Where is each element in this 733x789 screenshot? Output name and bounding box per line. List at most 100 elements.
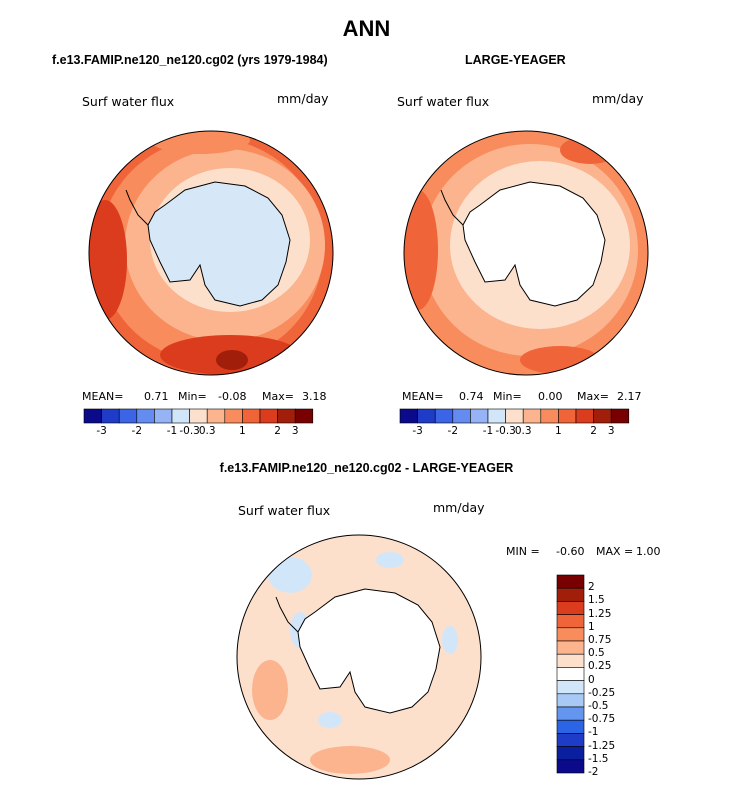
colorbar-tick-label: -0.3 (179, 425, 200, 437)
panel2-max-value: 2.17 (617, 390, 642, 403)
panel2-variable: Surf water flux (397, 94, 490, 109)
colorbar-swatch (556, 719, 585, 734)
difference-antarctica (297, 588, 441, 714)
colorbar-swatch (556, 759, 585, 774)
colorbar-swatch (136, 408, 155, 424)
colorbar-swatch (558, 408, 577, 424)
colorbar-tick-label: -0.5 (588, 700, 609, 712)
colorbar-tick-label: 0.3 (198, 425, 216, 437)
difference-variable: Surf water flux (238, 503, 331, 518)
colorbar-tick-label: -2 (588, 766, 599, 778)
panel2-colorbar (399, 408, 630, 424)
colorbar-swatch (540, 408, 559, 424)
panel1-variable: Surf water flux (82, 94, 175, 109)
panel1-max-label: Max= (262, 390, 294, 403)
panel2-units: mm/day (592, 91, 644, 106)
colorbar-swatch (610, 408, 630, 424)
colorbar-tick-label: -3 (96, 425, 107, 437)
colorbar-tick-label: 1 (588, 620, 595, 633)
colorbar-swatch (434, 408, 454, 424)
difference-map (237, 535, 481, 779)
colorbar-swatch (224, 408, 243, 424)
colorbar-swatch (556, 693, 585, 708)
colorbar-tick-label: -0.75 (588, 713, 616, 726)
colorbar-swatch (556, 653, 585, 668)
colorbar-swatch (83, 408, 102, 424)
difference-heading: f.e13.FAMIP.ne120_ne120.cg02 - LARGE-YEA… (219, 461, 514, 475)
colorbar-swatch (556, 706, 585, 721)
colorbar-tick-label: 0.25 (588, 660, 612, 673)
colorbar-tick-label: 1 (239, 425, 246, 437)
colorbar-swatch (277, 408, 296, 424)
colorbar-swatch (118, 408, 138, 424)
colorbar-swatch (452, 408, 471, 424)
colorbar-swatch (206, 408, 226, 424)
colorbar-tick-label: -1.25 (588, 739, 616, 752)
colorbar-tick-label: -1.5 (588, 752, 609, 765)
colorbar-tick-label: -0.3 (495, 425, 516, 437)
colorbar-tick-label: 1.5 (588, 594, 605, 607)
colorbar-tick-label: -1 (166, 425, 178, 437)
colorbar-tick-label: 1 (555, 425, 562, 437)
page-title: ANN (342, 16, 391, 41)
colorbar-swatch (556, 680, 585, 695)
colorbar-swatch (593, 408, 612, 424)
colorbar-swatch (575, 408, 594, 424)
colorbar-swatch (556, 614, 585, 629)
colorbar-swatch (259, 408, 278, 424)
colorbar-tick-label: 3 (607, 425, 615, 437)
colorbar-tick-label: 0.3 (514, 425, 532, 437)
panel1-antarctica (147, 181, 291, 307)
panel2-mean-label: MEAN= (402, 390, 444, 403)
colorbar-tick-label: -2 (131, 425, 143, 437)
colorbar-tick-label: -0.25 (588, 686, 616, 699)
colorbar-tick-label: -2 (447, 425, 459, 437)
colorbar-swatch (487, 408, 506, 424)
colorbar-swatch (189, 408, 208, 424)
colorbar-swatch (522, 408, 542, 424)
colorbar-tick-label: 0.5 (588, 647, 605, 660)
panel1-heading: f.e13.FAMIP.ne120_ne120.cg02 (yrs 1979-1… (52, 53, 328, 67)
panel2-max-label: Max= (577, 390, 609, 403)
colorbar-swatch (556, 733, 585, 747)
colorbar-swatch (556, 746, 585, 761)
colorbar-tick-label: 0.75 (588, 634, 612, 646)
difference-colorbar (556, 574, 585, 774)
panel1-min-label: Min= (178, 390, 207, 403)
colorbar-swatch (154, 408, 173, 424)
panel1-mean-value: 0.71 (144, 390, 169, 403)
colorbar-tick-label: -3 (412, 425, 423, 437)
panel2-mean-value: 0.74 (459, 390, 484, 403)
panel2-min-label: Min= (493, 390, 522, 403)
panel1-map (89, 131, 333, 375)
panel1-units: mm/day (277, 91, 329, 106)
colorbar-tick-label: -1 (588, 726, 599, 739)
difference-max-value: 1.00 (636, 545, 661, 558)
colorbar-swatch (556, 574, 585, 589)
colorbar-swatch (556, 587, 585, 602)
difference-max-label: MAX = (596, 545, 634, 558)
colorbar-tick-label: 1.25 (588, 607, 612, 620)
colorbar-tick-label: 0 (588, 673, 595, 686)
panel2-map (404, 131, 648, 375)
colorbar-swatch (417, 408, 436, 424)
colorbar-swatch (101, 408, 120, 424)
colorbar-tick-label: 2 (588, 581, 595, 594)
colorbar-swatch (242, 408, 261, 424)
colorbar-swatch (171, 408, 190, 424)
colorbar-swatch (556, 601, 585, 615)
colorbar-swatch (505, 408, 524, 424)
difference-min-label: MIN = (506, 545, 540, 558)
panel1-mean-label: MEAN= (82, 390, 124, 403)
panel2-heading: LARGE-YEAGER (465, 53, 566, 67)
colorbar-tick-label: 3 (291, 425, 299, 437)
panel1-max-value: 3.18 (302, 390, 327, 403)
colorbar-tick-label: 2 (590, 425, 597, 437)
panel1-colorbar (83, 408, 314, 424)
colorbar-swatch (470, 408, 489, 424)
colorbar-swatch (556, 627, 585, 642)
colorbar-swatch (294, 408, 314, 424)
colorbar-swatch (556, 667, 585, 681)
colorbar-swatch (556, 640, 585, 655)
